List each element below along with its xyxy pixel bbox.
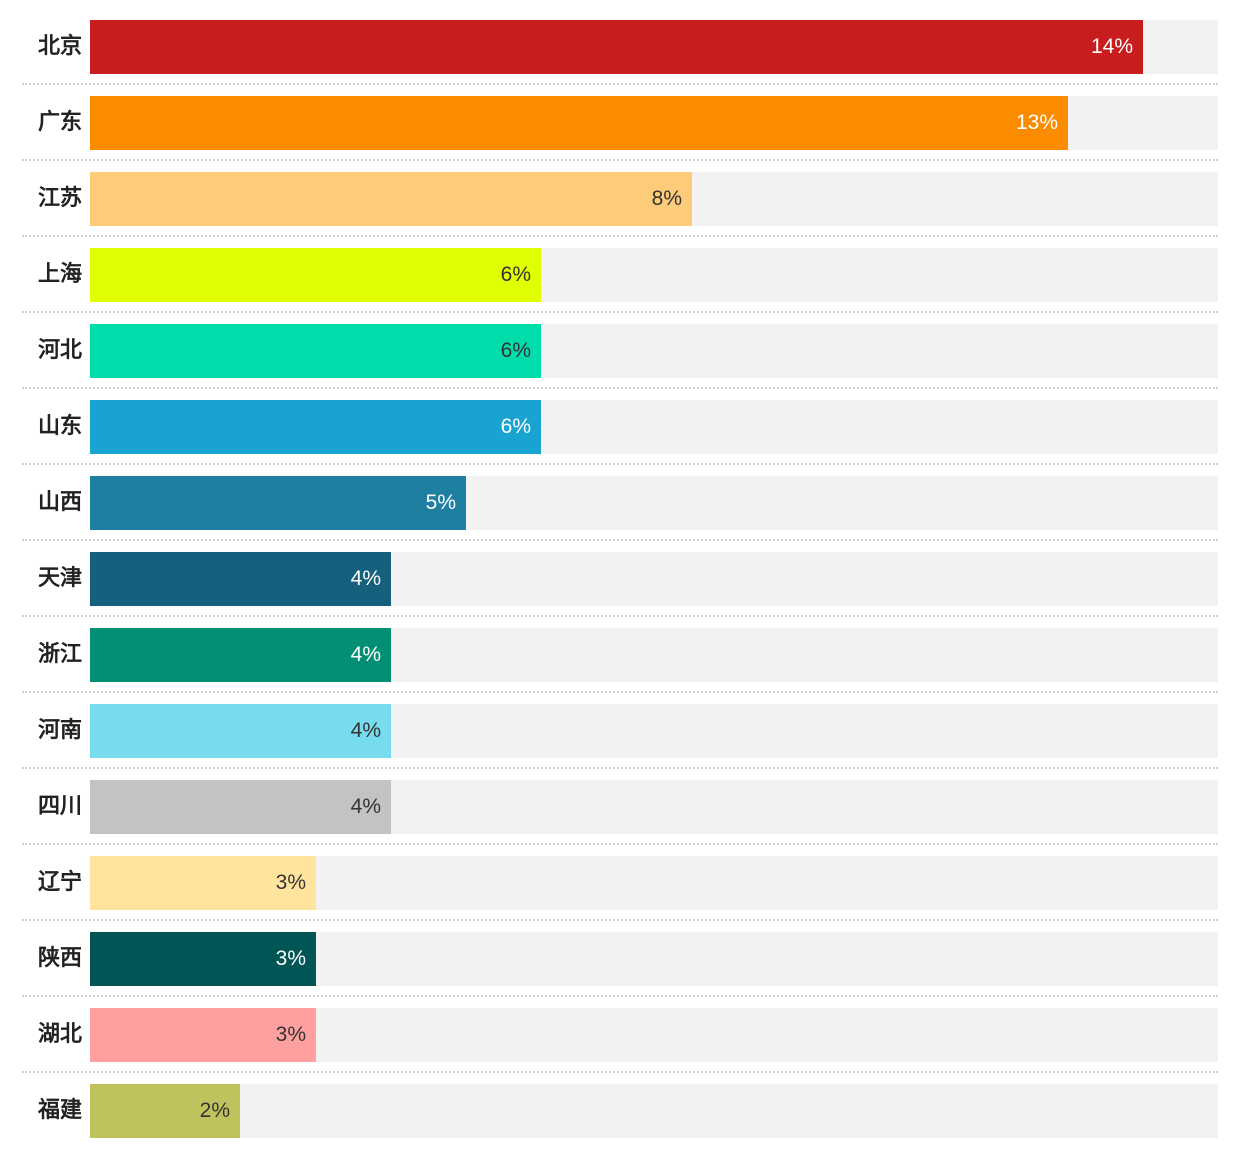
data-label: 8% <box>651 187 682 210</box>
category-label: 浙江 <box>37 642 82 667</box>
bar-track: 3% <box>90 856 1218 910</box>
bar-row: 山东 6% <box>22 380 1218 465</box>
bar-track: 4% <box>90 628 1218 682</box>
data-label: 4% <box>350 795 381 818</box>
data-label: 6% <box>500 415 531 438</box>
bar-row: 山西 5% <box>22 456 1218 541</box>
bar-row: 北京 14% <box>22 0 1218 85</box>
bar-row: 河北 6% <box>22 304 1218 389</box>
category-label: 福建 <box>37 1098 82 1123</box>
data-label: 4% <box>350 643 381 666</box>
bar: 3% <box>90 856 316 910</box>
data-label: 3% <box>275 1023 306 1046</box>
category-label: 北京 <box>37 34 82 59</box>
category-label: 天津 <box>37 566 82 591</box>
data-label: 3% <box>275 871 306 894</box>
bar: 4% <box>90 628 391 682</box>
bar-track: 3% <box>90 1008 1218 1062</box>
category-label: 广东 <box>37 110 82 135</box>
row-divider <box>22 691 1218 693</box>
bar-track: 4% <box>90 704 1218 758</box>
row-divider <box>22 159 1218 161</box>
bar-track: 13% <box>90 96 1218 150</box>
bar-track: 2% <box>90 1084 1218 1138</box>
data-label: 4% <box>350 567 381 590</box>
row-divider <box>22 311 1218 313</box>
bar: 4% <box>90 704 391 758</box>
bar-track: 6% <box>90 248 1218 302</box>
data-label: 14% <box>1090 35 1133 58</box>
data-label: 2% <box>199 1099 230 1122</box>
category-label: 陕西 <box>37 946 82 971</box>
row-divider <box>22 919 1218 921</box>
row-divider <box>22 995 1218 997</box>
category-label: 上海 <box>37 262 82 287</box>
category-label: 山东 <box>37 414 82 439</box>
row-divider <box>22 387 1218 389</box>
bar-track: 6% <box>90 400 1218 454</box>
data-label: 6% <box>500 263 531 286</box>
bar: 13% <box>90 96 1068 150</box>
bar-row: 辽宁 3% <box>22 836 1218 921</box>
bar: 3% <box>90 932 316 986</box>
bar-row: 江苏 8% <box>22 152 1218 237</box>
bar-track: 14% <box>90 20 1218 74</box>
bar: 5% <box>90 476 466 530</box>
data-label: 6% <box>500 339 531 362</box>
row-divider <box>22 83 1218 85</box>
category-label: 河北 <box>37 338 82 363</box>
bar-track: 5% <box>90 476 1218 530</box>
bar-track: 4% <box>90 552 1218 606</box>
bar-row: 湖北 3% <box>22 988 1218 1073</box>
row-divider <box>22 615 1218 617</box>
category-label: 江苏 <box>37 186 82 211</box>
data-label: 4% <box>350 719 381 742</box>
bar: 4% <box>90 552 391 606</box>
bar: 14% <box>90 20 1143 74</box>
row-divider <box>22 1071 1218 1073</box>
bar: 2% <box>90 1084 240 1138</box>
category-label: 山西 <box>37 490 82 515</box>
bar-track: 3% <box>90 932 1218 986</box>
bar: 6% <box>90 248 541 302</box>
bar-track: 6% <box>90 324 1218 378</box>
bar: 6% <box>90 324 541 378</box>
category-label: 湖北 <box>37 1022 82 1047</box>
bar-row: 福建 2% <box>22 1064 1218 1140</box>
data-label: 13% <box>1015 111 1058 134</box>
bar: 6% <box>90 400 541 454</box>
bar-track: 8% <box>90 172 1218 226</box>
row-divider <box>22 843 1218 845</box>
bar-row: 天津 4% <box>22 532 1218 617</box>
bar-row: 上海 6% <box>22 228 1218 313</box>
category-label: 辽宁 <box>37 870 82 895</box>
bar-row: 河南 4% <box>22 684 1218 769</box>
bar-row: 四川 4% <box>22 760 1218 845</box>
bar: 3% <box>90 1008 316 1062</box>
row-divider <box>22 767 1218 769</box>
bar: 8% <box>90 172 692 226</box>
bar-row: 广东 13% <box>22 76 1218 161</box>
bar: 4% <box>90 780 391 834</box>
data-label: 3% <box>275 947 306 970</box>
row-divider <box>22 235 1218 237</box>
row-divider <box>22 539 1218 541</box>
category-label: 四川 <box>37 794 82 819</box>
data-label: 5% <box>425 491 456 514</box>
bar-track: 4% <box>90 780 1218 834</box>
category-label: 河南 <box>37 718 82 743</box>
bar-row: 浙江 4% <box>22 608 1218 693</box>
row-divider <box>22 463 1218 465</box>
bar-row: 陕西 3% <box>22 912 1218 997</box>
